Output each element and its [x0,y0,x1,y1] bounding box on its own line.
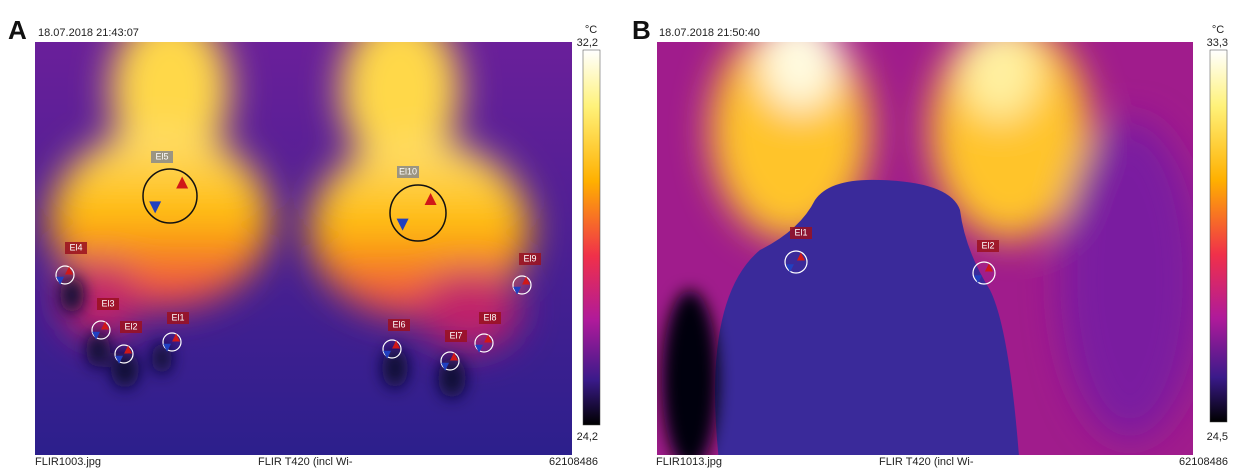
timestamp: 18.07.2018 21:50:40 [659,27,760,39]
scale-min: 24,5 [1207,431,1228,443]
scale-min: 24,2 [577,431,598,443]
marker-label: El8 [483,312,496,322]
marker-label: El2 [981,240,994,250]
marker-label: El5 [155,151,168,161]
color-scale [1210,50,1227,422]
timestamp: 18.07.2018 21:43:07 [38,27,139,39]
panel-label: A [8,15,27,45]
marker-label: El10 [399,166,417,176]
panel-label: B [632,15,651,45]
marker-label: El1 [794,227,807,237]
thermal-image [35,10,572,455]
scale-unit: °C [1212,24,1224,36]
color-scale [583,50,600,425]
camera-model: FLIR T420 (incl Wi- [258,456,353,468]
file-name: FLIR1003.jpg [35,456,101,468]
serial-number: 62108486 [1179,456,1228,468]
scale-max: 33,3 [1207,37,1228,49]
marker-label: El4 [69,242,82,252]
marker-label: El7 [449,330,462,340]
marker-label: El2 [124,321,137,331]
marker-label: El3 [101,298,114,308]
marker-label: El1 [171,312,184,322]
marker-label: El6 [392,319,405,329]
file-name: FLIR1013.jpg [656,456,722,468]
figure: A18.07.2018 21:43:07°C32,224,2FLIR1003.j… [0,0,1236,469]
serial-number: 62108486 [549,456,598,468]
thermal-image [657,10,1200,469]
scale-max: 32,2 [577,37,598,49]
scale-unit: °C [585,24,597,36]
camera-model: FLIR T420 (incl Wi- [879,456,974,468]
marker-label: El9 [523,253,536,263]
